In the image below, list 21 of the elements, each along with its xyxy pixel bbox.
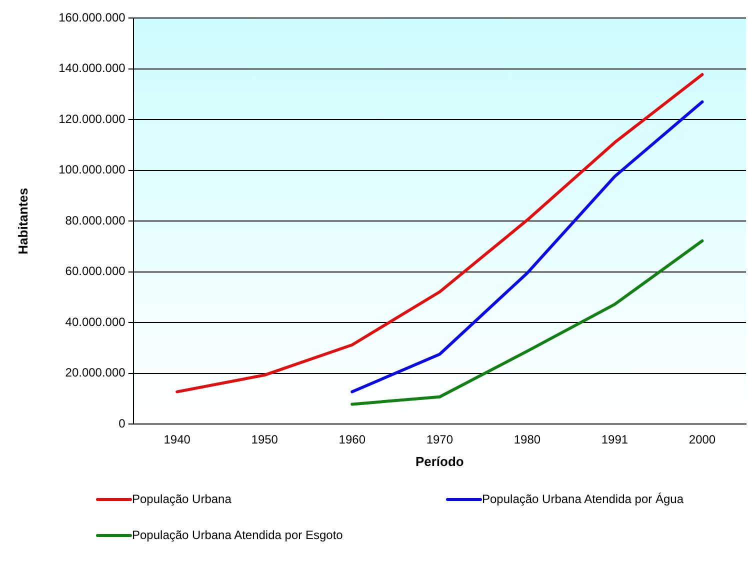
legend-label: População Urbana xyxy=(132,492,232,506)
y-tick-label: 140.000.000 xyxy=(58,61,126,76)
y-tick-label: 20.000.000 xyxy=(65,366,126,380)
x-axis-title: Período xyxy=(415,454,464,469)
x-tick-label: 1980 xyxy=(514,432,541,447)
x-tick-label: 1970 xyxy=(426,432,454,447)
y-axis-title: Habitantes xyxy=(15,188,30,254)
y-tick-label: 100.000.000 xyxy=(58,162,126,177)
y-tick-label: 160.000.000 xyxy=(58,10,126,25)
x-tick-label: 2000 xyxy=(688,432,716,447)
y-tick-label: 120.000.000 xyxy=(58,112,126,126)
legend-label: População Urbana Atendida por Esgoto xyxy=(132,528,343,542)
y-tick-label: 60.000.000 xyxy=(65,264,126,278)
x-tick-label: 1940 xyxy=(164,432,191,447)
y-tick-label: 40.000.000 xyxy=(65,314,126,329)
x-tick-label: 1960 xyxy=(338,432,366,447)
x-tick-label: 1950 xyxy=(251,432,278,447)
x-tick-label: 1991 xyxy=(601,432,628,447)
y-tick-label: 0 xyxy=(118,416,126,430)
legend-label: População Urbana Atendida por Água xyxy=(482,492,684,506)
y-tick-label: 80.000.000 xyxy=(65,213,126,228)
